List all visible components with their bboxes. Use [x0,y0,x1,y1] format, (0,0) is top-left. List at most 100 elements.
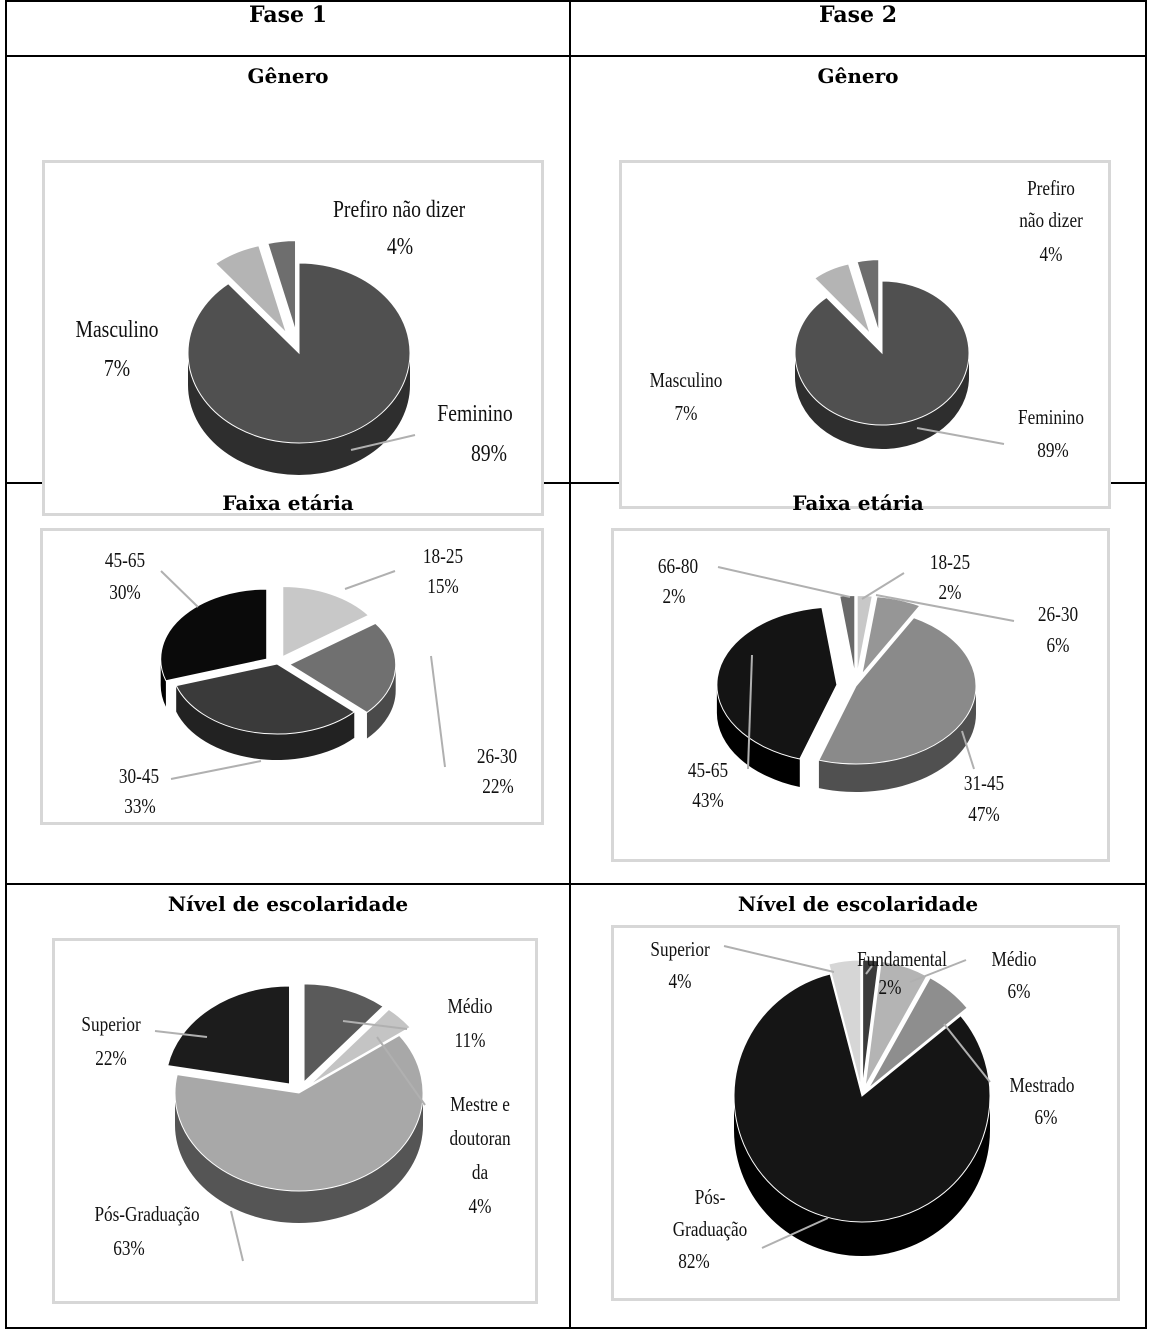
label-nao-dizer: não dizer [1019,210,1083,233]
pie-chart-f1-genero: Feminino 89% Masculino 7% Prefiro não di… [75,195,513,475]
chart-title: Faixa etária [792,491,924,515]
pie-slice-45-65 [716,606,838,788]
pie-chart-f1-escolaridade: Médio 11% Mestre e doutoran da 4% Pós-Gr… [81,983,511,1262]
pie-slice-18-25 [282,586,370,658]
value-30-45: 33% [124,796,156,819]
pie-slice-66-80 [839,595,856,674]
cell-f2-genero: Gênero Feminino 89% Masculino 7% Prefiro… [569,55,1147,509]
pie-slice-superior [167,985,291,1085]
value-feminino: 89% [471,439,507,466]
label-medio: Médio [448,996,493,1019]
value-26-30: 6% [1047,635,1070,658]
pie-slice-feminino [187,262,411,475]
value-26-30: 22% [482,776,514,799]
pie-chart-f2-genero: Feminino 89% Masculino 7% Prefiro não di… [650,178,1084,463]
value-fundamental: 2% [879,977,902,1000]
label-superior: Superior [650,939,710,962]
pie-slice-pos-graduacao [733,973,991,1256]
value-medio: 11% [455,1030,486,1053]
label-mestre-e: Mestre e [450,1094,510,1117]
value-prefiro-nao-dizer: 4% [1040,244,1063,267]
label-45-65: 45-65 [688,760,728,783]
label-26-30: 26-30 [477,746,517,769]
chart-title: Nível de escolaridade [737,892,979,916]
chart-title: Faixa etária [222,491,354,515]
cell-f1-idade: Faixa etária 18-25 15% 26-30 22% 30-45 3… [5,482,571,885]
chart-frame: 18-25 15% 26-30 22% 30-45 33% 45-65 30% [40,528,544,825]
pie-slice-masculino [813,263,871,335]
cell-f1-genero: Gênero Feminino 89% Masculino 7% Prefiro… [5,55,571,516]
chart-title: Gênero [247,64,329,88]
chart-title: Nível de escolaridade [167,892,409,916]
label-da: da [472,1162,489,1185]
value-18-25: 15% [427,576,459,599]
value-medio: 6% [1008,981,1031,1004]
value-masculino: 7% [104,354,130,381]
label-pos: Pós- [695,1187,726,1210]
label-30-45: 30-45 [119,766,159,789]
label-superior: Superior [81,1014,141,1037]
label-45-65: 45-65 [105,550,145,573]
header-fase-2: Fase 2 [569,0,1147,57]
pie-slice-medio [303,983,384,1084]
cell-f1-escolaridade: Nível de escolaridade Médio 11% Mestre e… [5,883,571,1329]
label-66-80: 66-80 [658,556,698,579]
pie-chart-f1-idade: 18-25 15% 26-30 22% 30-45 33% 45-65 30% [105,546,517,819]
cell-f2-escolaridade: Nível de escolaridade Fundamental 2% Méd… [569,883,1147,1329]
label-feminino: Feminino [1018,407,1084,430]
label-26-30: 26-30 [1038,604,1078,627]
pie-chart-f2-escolaridade: Fundamental 2% Médio 6% Mestrado 6% Pós-… [650,939,1075,1274]
chart-frame: Fundamental 2% Médio 6% Mestrado 6% Pós-… [611,925,1120,1301]
value-pos-graduacao: 82% [678,1251,710,1274]
figure-table: Fase 1 Fase 2 Gênero Feminino 89% Mascul… [5,0,1147,1329]
cell-f2-idade: Faixa etária 18-25 2% 26-30 6% 31-45 47%… [569,482,1147,885]
value-45-65: 30% [109,582,141,605]
label-masculino: Masculino [650,370,723,393]
label-feminino: Feminino [437,399,512,426]
chart-frame: Médio 11% Mestre e doutoran da 4% Pós-Gr… [52,938,538,1304]
value-66-80: 2% [663,586,686,609]
value-pos-graduacao: 63% [113,1238,145,1261]
value-31-45: 47% [968,804,1000,827]
pie-slice-mestre-e-doutoranda [309,1008,411,1086]
label-mestrado: Mestrado [1010,1075,1075,1098]
pie-slice-prefiro-nao-dizer [856,259,880,332]
pie-slice-feminino [794,280,970,449]
pie-slice-18-25 [856,595,873,674]
value-prefiro-nao-dizer: 4% [387,232,413,259]
pie-slice-pos-graduacao [174,1034,424,1223]
pie-chart-f2-idade: 18-25 2% 26-30 6% 31-45 47% 45-65 43% 66… [658,552,1078,827]
label-graduacao: Graduação [673,1219,748,1242]
label-masculino: Masculino [75,315,158,342]
value-superior: 22% [95,1048,127,1071]
label-doutoran: doutoran [449,1128,511,1151]
label-18-25: 18-25 [423,546,463,569]
value-mestrado: 6% [1035,1107,1058,1130]
label-prefiro-nao-dizer: Prefiro não dizer [333,195,466,222]
value-mestre-doutoranda: 4% [469,1196,492,1219]
value-18-25: 2% [939,582,962,605]
chart-frame: Feminino 89% Masculino 7% Prefiro não di… [42,160,544,516]
chart-frame: Feminino 89% Masculino 7% Prefiro não di… [619,160,1111,509]
label-pos-graduacao: Pós-Graduação [94,1204,199,1227]
pie-slice-superior [828,959,862,1087]
header-fase-1: Fase 1 [5,0,571,57]
label-prefiro: Prefiro [1027,178,1075,201]
pie-slice-30-45 [175,663,356,760]
label-18-25: 18-25 [930,552,970,575]
value-masculino: 7% [675,403,698,426]
pie-slice-masculino [214,245,287,334]
pie-slice-26-30 [288,622,397,739]
label-31-45: 31-45 [964,773,1004,796]
label-fundamental: Fundamental [857,949,947,972]
chart-frame: 18-25 2% 26-30 6% 31-45 47% 45-65 43% 66… [611,528,1110,862]
pie-slice-fundamental [862,959,880,1087]
value-45-65: 43% [692,790,724,813]
value-feminino: 89% [1037,440,1069,463]
label-medio: Médio [992,949,1037,972]
pie-slice-prefiro-nao-dizer [267,240,297,331]
pie-slice-45-65 [160,588,268,707]
pie-slice-mestrado [868,977,968,1089]
chart-title: Gênero [817,64,899,88]
value-superior: 4% [669,971,692,994]
